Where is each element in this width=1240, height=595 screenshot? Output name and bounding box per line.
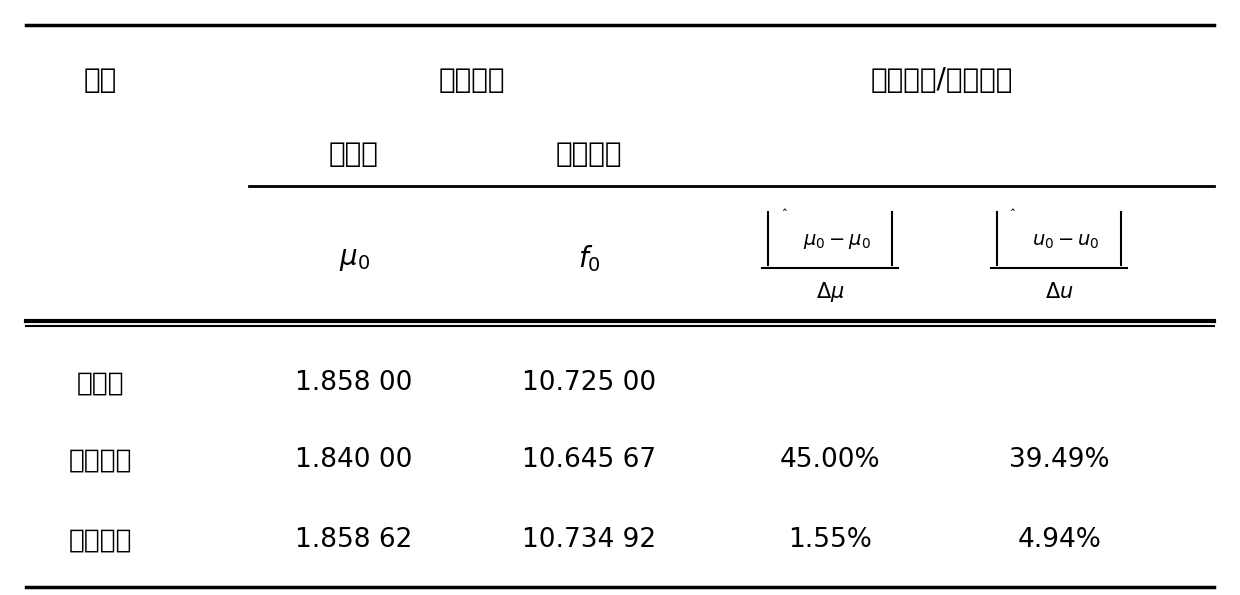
Text: 4.94%: 4.94% [1017, 527, 1101, 553]
Text: $\hat{}$: $\hat{}$ [1011, 202, 1017, 215]
Text: 绝对误差/扫描步长: 绝对误差/扫描步长 [870, 65, 1013, 93]
Text: 45.00%: 45.00% [780, 447, 880, 474]
Text: $\Delta u$: $\Delta u$ [1045, 281, 1074, 302]
Text: $\Delta\mu$: $\Delta\mu$ [816, 280, 844, 303]
Text: $\mu_0-\mu_0$: $\mu_0-\mu_0$ [802, 231, 870, 250]
Text: 1.55%: 1.55% [789, 527, 872, 553]
Text: 中心频率: 中心频率 [556, 140, 622, 168]
Text: 算法: 算法 [84, 65, 117, 93]
Text: 参数估计: 参数估计 [438, 65, 505, 93]
Text: $\mu_0$: $\mu_0$ [339, 245, 370, 273]
Text: 真实值: 真实值 [77, 370, 124, 396]
Text: 10.725 00: 10.725 00 [522, 370, 656, 396]
Text: 1.858 00: 1.858 00 [295, 370, 413, 396]
Text: $\hat{}$: $\hat{}$ [781, 202, 787, 215]
Text: 本文方法: 本文方法 [68, 527, 133, 553]
Text: 10.734 92: 10.734 92 [522, 527, 656, 553]
Text: $f_0$: $f_0$ [578, 243, 600, 274]
Text: 扫描方法: 扫描方法 [68, 447, 133, 474]
Text: 39.49%: 39.49% [1009, 447, 1110, 474]
Text: $u_0-u_0$: $u_0-u_0$ [1032, 231, 1099, 250]
Text: 10.645 67: 10.645 67 [522, 447, 656, 474]
Text: 1.840 00: 1.840 00 [295, 447, 413, 474]
Text: 调频率: 调频率 [329, 140, 379, 168]
Text: 1.858 62: 1.858 62 [295, 527, 413, 553]
